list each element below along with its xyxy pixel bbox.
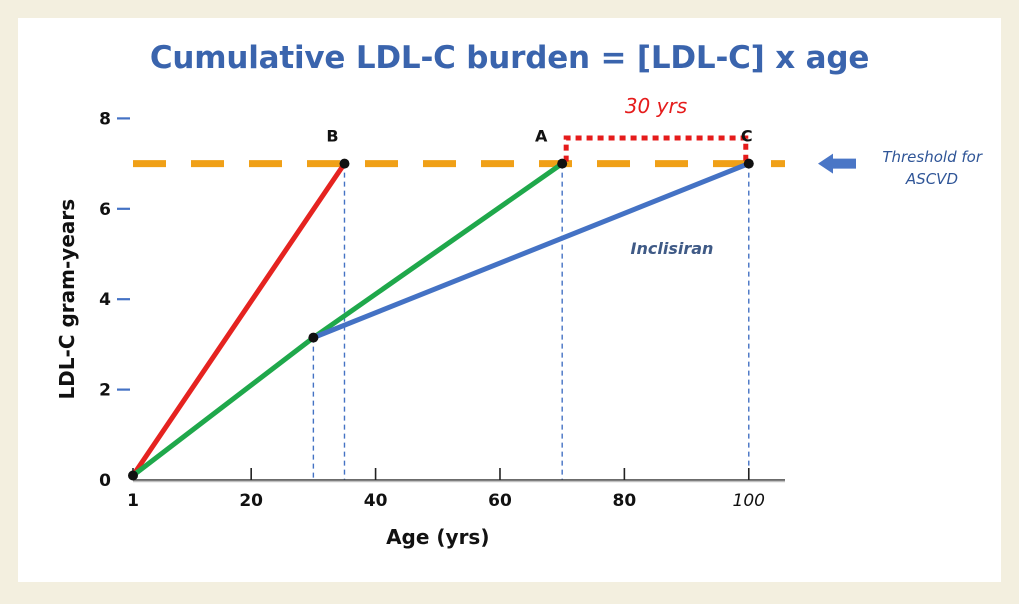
data-point-marker — [743, 158, 754, 169]
chart-title: Cumulative LDL-C burden = [LDL-C] x age — [149, 40, 870, 76]
x-tick-label: 60 — [488, 491, 512, 511]
threshold-label-line2: ASCVD — [905, 170, 958, 188]
data-point-marker — [339, 158, 350, 169]
bracket-30-yrs — [563, 135, 749, 162]
series-line-green — [130, 161, 565, 478]
y-tick-label: 0 — [99, 471, 111, 491]
y-tick-label: 8 — [99, 109, 111, 129]
x-tick-label: 100 — [733, 491, 765, 511]
y-tick-label: 6 — [99, 200, 111, 220]
series-line-blue — [310, 161, 752, 341]
x-tick-label: 40 — [364, 491, 388, 511]
point-label-C: C — [741, 127, 753, 146]
point-label-B: B — [326, 127, 338, 146]
x-tick-label: 80 — [613, 491, 637, 511]
chart-panel — [18, 18, 1001, 582]
data-point-marker — [557, 158, 568, 169]
inclisiran-label: Inclisiran — [631, 239, 714, 258]
x-tick-label: 1 — [127, 491, 139, 511]
x-axis-title: Age (yrs) — [386, 525, 489, 549]
point-label-A: A — [535, 127, 548, 146]
data-point-marker — [308, 332, 319, 343]
threshold-label-line1: Threshold for — [882, 148, 982, 166]
y-tick-label: 2 — [99, 381, 111, 401]
series-line-red — [130, 161, 347, 478]
x-tick-label: 20 — [239, 491, 263, 511]
y-axis-title: LDL-C gram-years — [55, 199, 79, 400]
y-tick-label: 4 — [99, 290, 111, 310]
threshold-arrow-icon — [818, 153, 856, 174]
data-point-marker — [128, 470, 138, 481]
bracket-label: 30 yrs — [625, 94, 687, 118]
